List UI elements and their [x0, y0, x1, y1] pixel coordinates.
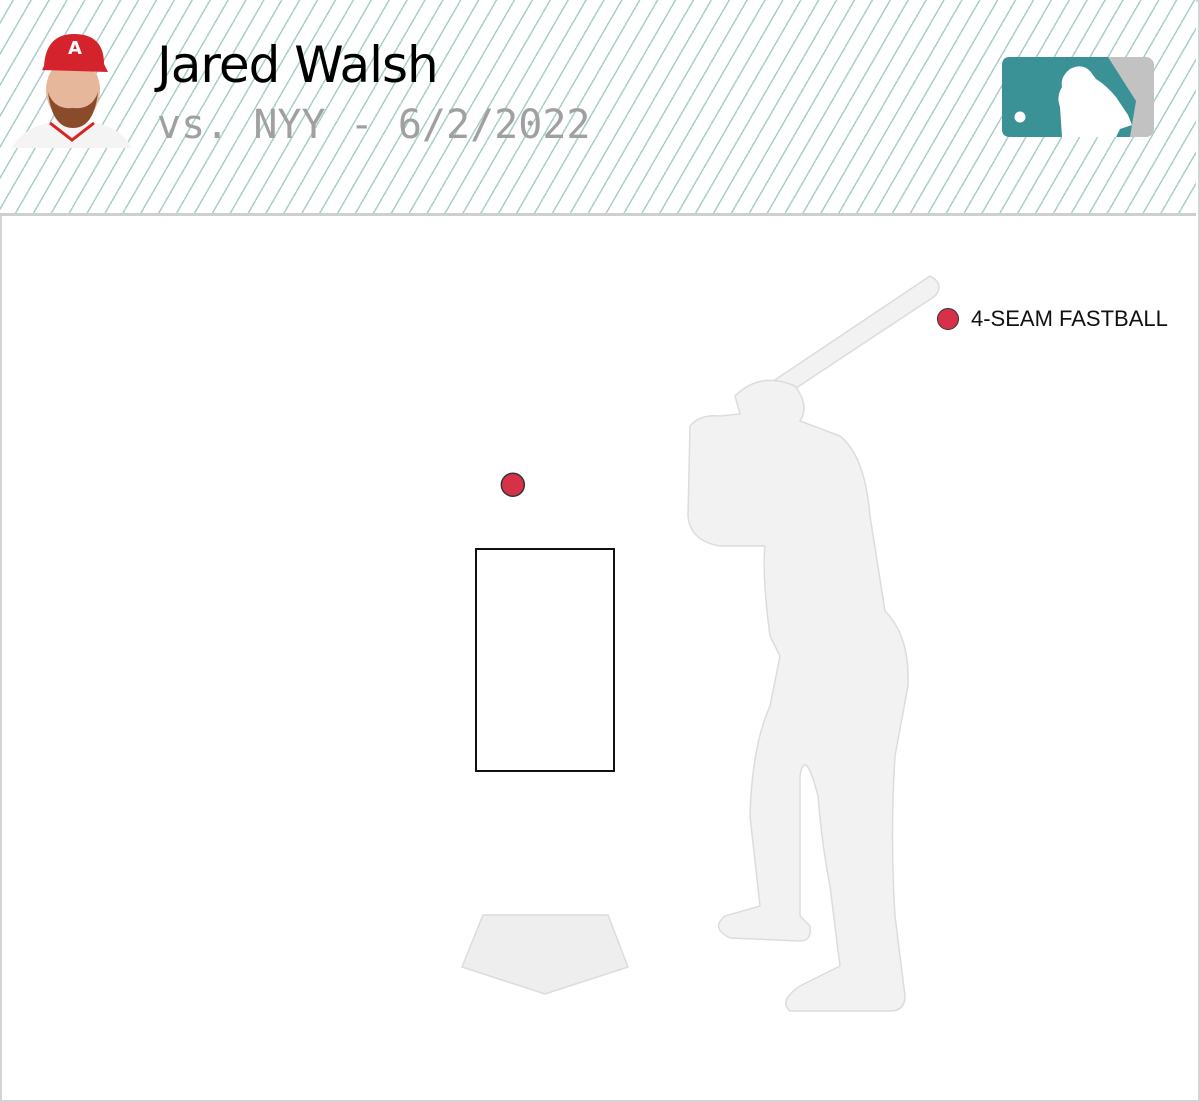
game-subtitle: vs. NYY - 6/2/2022	[157, 102, 591, 148]
header: A Jared Walsh vs. NYY - 6/2/2022	[0, 0, 1196, 216]
legend-marker-4-seam-fastball	[937, 308, 959, 330]
strike-zone	[475, 548, 615, 772]
player-name: Jared Walsh	[157, 36, 439, 94]
player-headshot: A	[12, 34, 132, 148]
home-plate	[461, 914, 629, 995]
batter-silhouette	[687, 275, 940, 1012]
svg-text:A: A	[68, 38, 82, 59]
legend: 4-SEAM FASTBALL	[937, 306, 1168, 332]
legend-label: 4-SEAM FASTBALL	[971, 306, 1168, 331]
mlb-logo	[1002, 57, 1154, 137]
pitch-chart	[461, 275, 940, 1012]
pitch-point	[500, 472, 526, 497]
